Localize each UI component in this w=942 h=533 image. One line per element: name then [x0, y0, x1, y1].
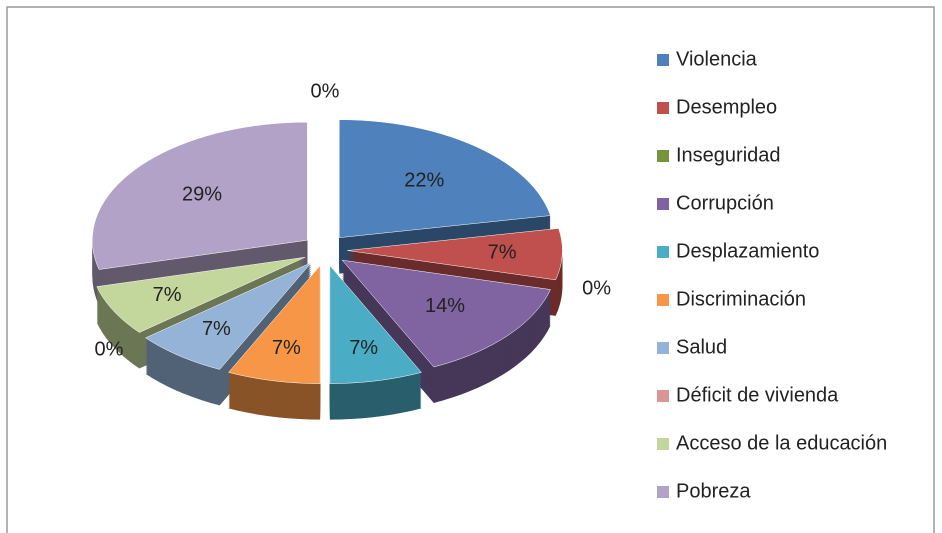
pie-slice [341, 259, 551, 368]
data-label: 7% [202, 318, 231, 340]
data-label: 7% [349, 337, 378, 359]
data-label: 7% [272, 337, 301, 359]
data-label: 7% [153, 284, 182, 306]
legend-swatch [657, 198, 669, 210]
data-label: 0% [311, 81, 340, 103]
legend-swatch [657, 150, 669, 162]
data-label: 0% [94, 339, 123, 361]
pie-slice [228, 264, 321, 384]
legend-swatch [657, 54, 669, 66]
legend-swatch [657, 246, 669, 258]
legend-swatch [657, 438, 669, 450]
legend-label: Desplazamiento [676, 240, 819, 262]
pie-slice [96, 257, 306, 333]
data-label: 7% [488, 241, 517, 263]
legend-swatch [657, 294, 669, 306]
data-label: 0% [582, 277, 611, 299]
legend-label: Corrupción [676, 192, 774, 214]
pie-slice [339, 119, 551, 238]
legend-swatch [657, 342, 669, 354]
legend-label: Pobreza [676, 480, 751, 502]
legend-swatch [657, 390, 669, 402]
legend-label: Violencia [676, 48, 758, 70]
legend-label: Déficit de vivienda [676, 384, 839, 406]
pie-slice [329, 264, 422, 384]
legend-label: Desempleo [676, 96, 777, 118]
pie-slice [347, 228, 563, 281]
legend-label: Acceso de la educación [676, 432, 887, 454]
legend-swatch [657, 486, 669, 498]
data-label: 22% [404, 170, 444, 192]
legend-label: Salud [676, 336, 727, 358]
legend-label: Discriminación [676, 288, 806, 310]
legend-swatch [657, 102, 669, 114]
pie-slice [92, 121, 308, 270]
data-label: 14% [425, 295, 465, 317]
legend-label: Inseguridad [676, 144, 781, 166]
pie-slice [145, 262, 312, 370]
data-label: 29% [182, 184, 222, 206]
